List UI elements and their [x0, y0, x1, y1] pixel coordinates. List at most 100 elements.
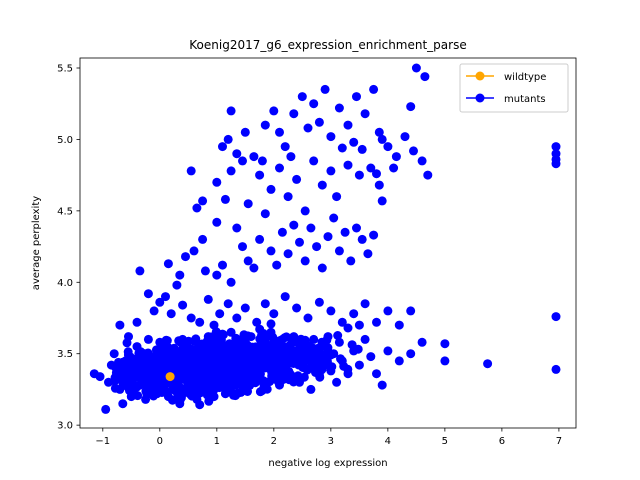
- mutant-point: [354, 320, 364, 330]
- wildtype-point: [165, 372, 175, 382]
- plot-area: [89, 63, 561, 414]
- mutant-point: [101, 404, 111, 414]
- mutant-point: [252, 349, 262, 359]
- mutant-point: [104, 377, 113, 387]
- mutant-point: [349, 137, 359, 147]
- mutant-point: [266, 319, 276, 329]
- mutant-point: [115, 384, 125, 394]
- mutant-point: [223, 134, 233, 144]
- mutant-point: [116, 373, 126, 383]
- x-tick-label: 4: [385, 436, 391, 447]
- legend-label-wildtype: wildtype: [504, 72, 546, 83]
- mutant-point: [232, 149, 242, 159]
- mutant-point: [177, 374, 187, 383]
- mutant-point: [366, 352, 376, 362]
- mutant-point: [198, 363, 208, 373]
- mutant-point: [377, 380, 387, 390]
- mutant-point: [249, 263, 259, 273]
- mutant-point: [360, 299, 370, 309]
- mutant-point: [551, 142, 561, 152]
- mutant-point: [394, 356, 404, 366]
- mutant-point: [280, 360, 290, 370]
- mutant-point: [309, 156, 319, 166]
- y-tick-label: 5.0: [57, 135, 73, 146]
- mutant-point: [292, 352, 302, 362]
- mutant-point: [326, 366, 336, 376]
- x-tick-label: 3: [328, 436, 334, 447]
- mutant-point: [275, 380, 284, 390]
- mutant-point: [143, 334, 153, 344]
- mutant-point: [135, 266, 145, 276]
- mutant-point: [212, 352, 222, 362]
- mutant-point: [138, 363, 148, 373]
- mutant-point: [181, 252, 190, 262]
- mutant-point: [186, 313, 196, 323]
- mutant-point: [255, 363, 265, 373]
- mutant-point: [178, 334, 188, 344]
- mutant-point: [212, 270, 222, 280]
- mutant-point: [349, 346, 359, 356]
- mutant-point: [161, 360, 170, 370]
- mutant-point: [346, 256, 356, 266]
- mutant-point: [144, 385, 154, 395]
- mutant-point: [203, 294, 213, 304]
- mutant-point: [372, 169, 381, 179]
- mutant-point: [149, 306, 159, 316]
- mutant-point: [323, 332, 333, 342]
- mutant-point: [163, 259, 173, 269]
- mutant-point: [320, 360, 330, 370]
- mutant-point: [215, 309, 225, 319]
- mutant-point: [354, 170, 364, 180]
- mutant-point: [206, 370, 216, 380]
- mutant-point: [166, 346, 176, 356]
- mutant-point: [377, 134, 387, 144]
- mutant-point: [232, 313, 242, 323]
- x-tick-label: 6: [499, 436, 505, 447]
- mutant-point: [195, 317, 205, 327]
- mutant-point: [209, 392, 219, 402]
- y-tick-label: 4.0: [57, 278, 73, 289]
- mutant-point: [181, 366, 190, 376]
- mutant-point: [317, 263, 327, 273]
- mutant-point: [146, 374, 156, 384]
- mutant-point: [154, 364, 164, 374]
- mutant-point: [343, 323, 353, 333]
- mutant-point: [420, 72, 430, 82]
- mutant-point: [266, 246, 276, 256]
- mutant-point: [257, 386, 267, 396]
- mutant-point: [95, 372, 105, 382]
- mutant-point: [417, 337, 427, 347]
- mutant-point: [118, 399, 128, 409]
- mutant-point: [372, 317, 381, 327]
- mutant-point: [260, 209, 270, 219]
- mutant-point: [343, 369, 353, 379]
- mutant-point: [440, 339, 450, 349]
- mutant-point: [229, 380, 239, 390]
- mutant-point: [272, 260, 282, 270]
- mutant-point: [369, 230, 379, 240]
- mutant-point: [227, 342, 237, 352]
- mutant-point: [337, 356, 347, 366]
- mutant-point: [191, 334, 201, 344]
- mutant-point: [343, 120, 353, 130]
- mutant-point: [360, 109, 370, 119]
- mutant-point: [166, 309, 176, 319]
- mutant-point: [332, 192, 342, 202]
- mutant-point: [280, 292, 290, 302]
- mutant-point: [332, 377, 342, 387]
- mutant-point: [289, 109, 299, 119]
- mutant-point: [326, 306, 336, 316]
- mutant-point: [312, 242, 322, 252]
- mutant-point: [306, 384, 316, 394]
- x-tick-label: 7: [556, 436, 562, 447]
- y-tick-label: 3.0: [57, 421, 73, 432]
- mutant-point: [360, 334, 370, 344]
- mutant-point: [121, 356, 131, 366]
- mutant-point: [314, 370, 324, 380]
- mutant-point: [198, 196, 208, 206]
- mutant-point: [295, 237, 304, 247]
- mutant-point: [203, 332, 213, 342]
- mutant-point: [295, 377, 304, 387]
- mutant-point: [189, 373, 199, 383]
- mutant-point: [260, 377, 270, 387]
